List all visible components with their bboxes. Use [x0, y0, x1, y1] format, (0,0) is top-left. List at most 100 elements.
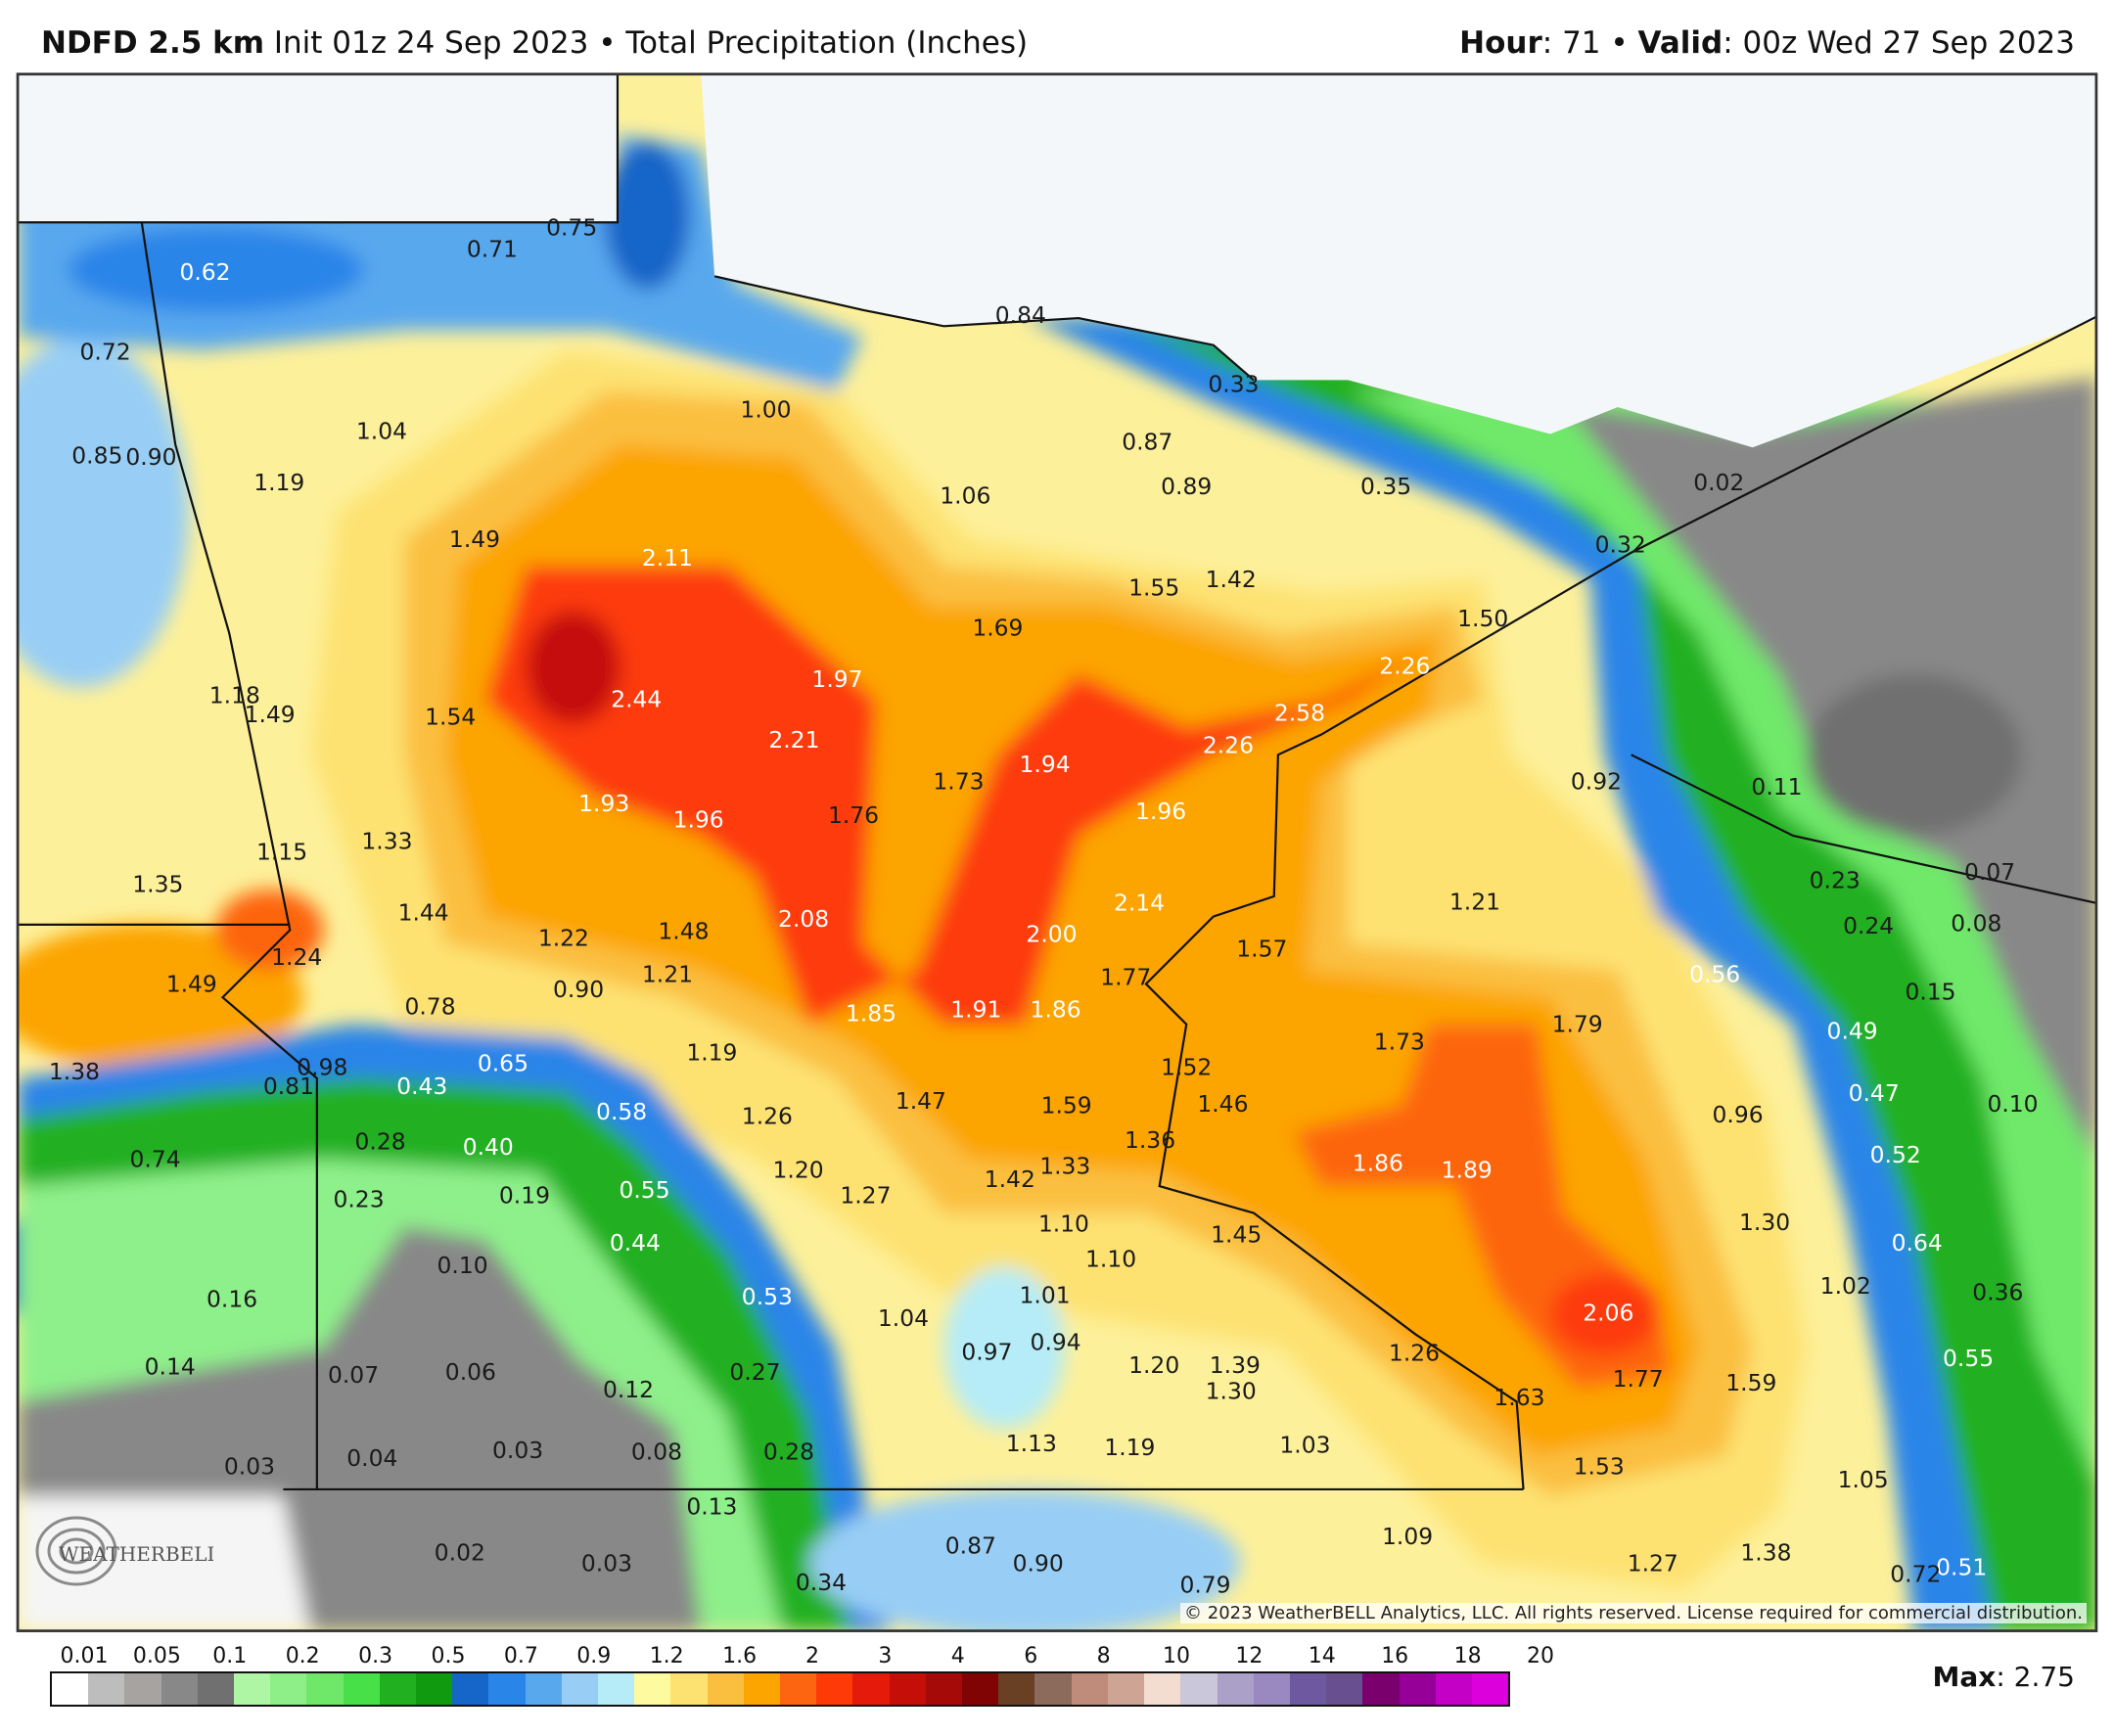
precip-value-label: 1.26	[742, 1102, 793, 1129]
precip-value-label: 1.24	[271, 943, 322, 971]
precip-value-label: 0.36	[1972, 1279, 2023, 1306]
legend-swatch	[889, 1673, 926, 1705]
precip-value-label: 1.42	[985, 1165, 1035, 1193]
precip-value-label: 0.90	[125, 443, 176, 471]
precip-value-label: 0.23	[333, 1186, 384, 1213]
precip-value-label: 0.08	[1951, 909, 2001, 937]
legend-swatch	[1289, 1673, 1327, 1705]
legend-swatch	[634, 1673, 671, 1705]
max-label: Max	[1932, 1661, 1997, 1693]
precip-value-label: 2.08	[778, 905, 829, 933]
precip-value-label: 1.03	[1279, 1431, 1330, 1458]
precip-value-label: 0.97	[961, 1338, 1012, 1365]
precip-value-label: 1.44	[398, 898, 449, 926]
hour-label: Hour	[1459, 25, 1542, 61]
legend-swatch	[816, 1673, 853, 1705]
precip-value-label: 0.72	[80, 338, 131, 365]
precip-value-label: 1.21	[1449, 888, 1500, 915]
legend-swatch	[1034, 1673, 1072, 1705]
precip-value-label: 0.92	[1571, 768, 1622, 796]
legend-swatch	[1107, 1673, 1145, 1705]
precip-value-label: 1.59	[1041, 1091, 1092, 1119]
valid-label: Valid	[1637, 25, 1723, 61]
precip-value-label: 0.62	[179, 258, 230, 286]
precip-value-label: 0.55	[619, 1176, 669, 1204]
legend-swatch	[1471, 1673, 1509, 1705]
legend-swatch	[306, 1673, 344, 1705]
precip-value-label: 1.59	[1725, 1369, 1776, 1396]
precip-value-label: 1.38	[1740, 1539, 1791, 1567]
precip-value-label: 1.35	[132, 870, 183, 897]
precip-value-label: 1.27	[840, 1182, 891, 1210]
legend-swatch	[1435, 1673, 1472, 1705]
precip-value-label: 2.14	[1114, 890, 1165, 917]
legend-tick: 18	[1453, 1644, 1482, 1668]
precip-value-label: 0.28	[763, 1438, 814, 1465]
precip-value-label: 1.94	[1020, 751, 1071, 778]
legend-swatch	[561, 1673, 599, 1705]
legend-tick: 14	[1308, 1644, 1336, 1668]
legend-tick: 0.1	[212, 1644, 248, 1668]
valid-value: : 00z Wed 27 Sep 2023	[1723, 25, 2075, 61]
svg-text:WEATHERBELL: WEATHERBELL	[59, 1542, 213, 1566]
legend-swatch	[925, 1673, 963, 1705]
legend-swatch	[1399, 1673, 1436, 1705]
precip-value-label: 1.04	[878, 1304, 929, 1332]
precip-value-label: 0.15	[1905, 979, 1955, 1006]
precip-value-label: 0.34	[796, 1569, 847, 1596]
precip-value-label: 0.90	[1013, 1550, 1064, 1577]
precip-value-label: 2.00	[1026, 920, 1077, 947]
precip-value-label: 1.19	[253, 469, 304, 496]
legend-swatch	[343, 1673, 380, 1705]
precip-value-labels: 0.620.710.750.721.041.000.85 0.901.190.84…	[49, 214, 2039, 1599]
legend-swatch	[1144, 1673, 1181, 1705]
precip-value-label: 1.47	[896, 1087, 946, 1115]
precip-value-label: 1.96	[1135, 798, 1186, 825]
precip-value-label: 1.86	[1031, 995, 1081, 1023]
legend-swatch	[1180, 1673, 1218, 1705]
precip-value-label: 2.21	[768, 726, 819, 754]
precip-value-label: 0.51	[1936, 1554, 1987, 1581]
precip-value-label: 1.33	[1039, 1152, 1090, 1179]
precip-value-label: 0.94	[1031, 1329, 1081, 1356]
precip-value-label: 1.63	[1494, 1384, 1544, 1411]
legend-tick: 1.6	[722, 1644, 758, 1668]
legend-swatch	[780, 1673, 817, 1705]
legend-swatch	[998, 1673, 1035, 1705]
precip-value-label: 1.06	[940, 482, 990, 510]
precip-value-label: 1.93	[578, 790, 629, 817]
legend-swatch	[379, 1673, 417, 1705]
state-boundaries	[18, 73, 2096, 1491]
precip-value-label: 1.42	[1206, 566, 1257, 593]
precip-value-label: 0.06	[445, 1358, 496, 1386]
precip-value-label: 0.65	[478, 1050, 528, 1077]
precip-value-label: 2.58	[1274, 699, 1325, 726]
precip-value-label: 0.11	[1751, 773, 1802, 800]
precip-value-label: 0.27	[729, 1358, 780, 1386]
precip-value-label: 1.45	[1211, 1221, 1262, 1249]
legend-swatch	[488, 1673, 526, 1705]
precip-value-label: 1.69	[972, 615, 1023, 642]
legend-swatch	[452, 1673, 489, 1705]
precip-value-label: 1.09	[1382, 1523, 1433, 1550]
lake-superior-and-canada	[701, 73, 2096, 448]
precip-value-label: 0.02	[435, 1539, 485, 1567]
precip-value-label: 1.76	[828, 801, 879, 829]
precip-value-label: 0.02	[1693, 469, 1744, 496]
precip-value-label: 1.26	[1389, 1340, 1440, 1367]
precip-value-label: 1.48	[658, 918, 709, 945]
legend-swatch	[743, 1673, 781, 1705]
precip-value-label: 0.71	[467, 236, 518, 263]
legend-tick: 0.7	[503, 1644, 538, 1668]
precip-value-label: 0.49	[1827, 1018, 1878, 1045]
precip-value-label: 0.28	[355, 1127, 406, 1155]
precip-value-label: 1.77	[1613, 1365, 1664, 1393]
legend-swatch	[670, 1673, 708, 1705]
precip-value-label: 0.12	[603, 1376, 654, 1403]
legend-swatch	[52, 1673, 89, 1705]
precip-value-label: 2.26	[1203, 732, 1254, 759]
precip-value-label: 1.18	[209, 682, 260, 709]
precip-value-label: 0.98	[297, 1054, 347, 1081]
legend-swatch	[234, 1673, 271, 1705]
